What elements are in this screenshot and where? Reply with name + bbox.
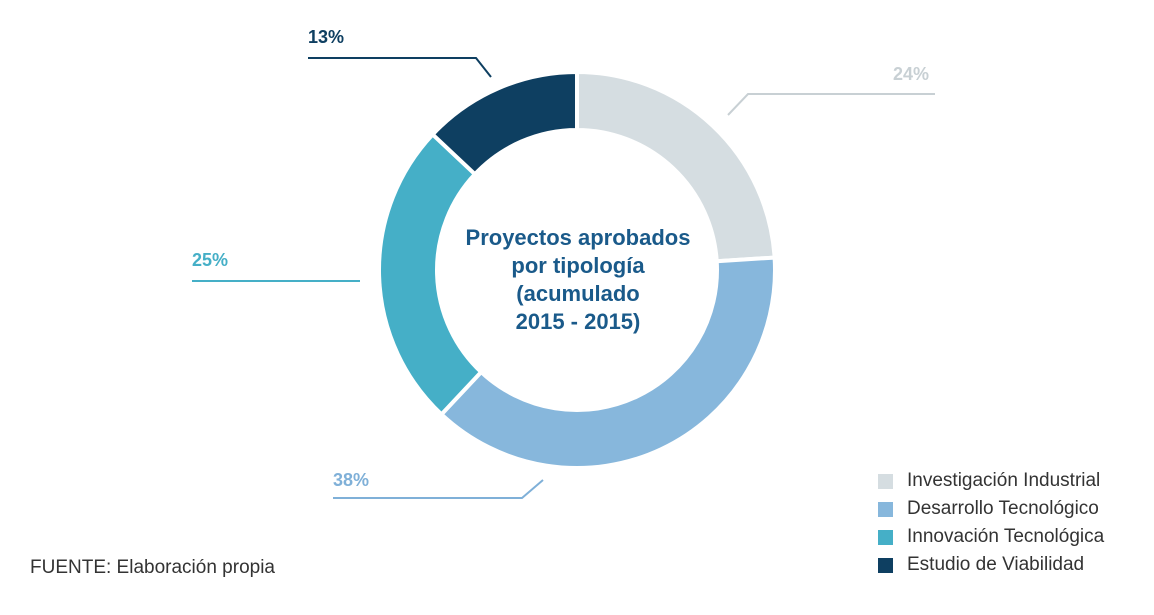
legend-item-viabilidad: Estudio de Viabilidad — [878, 551, 1104, 579]
legend-label: Innovación Tecnológica — [907, 526, 1105, 547]
legend-item-desarrollo: Desarrollo Tecnológico — [878, 495, 1104, 523]
chart-title-line-3: (acumulado — [516, 281, 640, 306]
chart-title-line-1: Proyectos aprobados — [465, 225, 691, 250]
legend-swatch — [878, 557, 893, 573]
legend-item-innovacion: Innovación Tecnológica — [878, 523, 1104, 551]
legend-label: Estudio de Viabilidad — [907, 554, 1085, 575]
leader-line-estudio-de-viabilidad — [308, 57, 492, 78]
legend-item-investigacion: Investigación Industrial — [878, 467, 1104, 495]
leader-line-investigacion-industrial — [727, 93, 935, 116]
data-label-desarrollo-tecnologico: 38% — [333, 470, 369, 490]
data-label-innovacion-tecnologica: 25% — [192, 250, 228, 270]
legend-swatch — [878, 473, 893, 489]
legend-label: Desarrollo Tecnológico — [907, 498, 1099, 519]
data-label-estudio-de-viabilidad: 13% — [308, 27, 344, 47]
chart-title: Proyectos aprobados por tipología (acumu… — [440, 224, 716, 336]
data-label-investigacion-industrial: 24% — [893, 64, 929, 84]
source-note: FUENTE: Elaboración propia — [30, 557, 275, 578]
leader-line-desarrollo-tecnologico — [333, 479, 544, 499]
legend-label: Investigación Industrial — [907, 470, 1101, 491]
legend-swatch — [878, 501, 893, 517]
chart-title-line-4: 2015 - 2015) — [515, 309, 641, 334]
chart-title-line-2: por tipología — [511, 253, 645, 278]
legend: Investigación Industrial Desarrollo Tecn… — [878, 467, 1104, 579]
slice-estudio-de-viabilidad — [429, 69, 579, 177]
legend-swatch — [878, 529, 893, 545]
slice-desarrollo-tecnologico — [438, 255, 777, 470]
